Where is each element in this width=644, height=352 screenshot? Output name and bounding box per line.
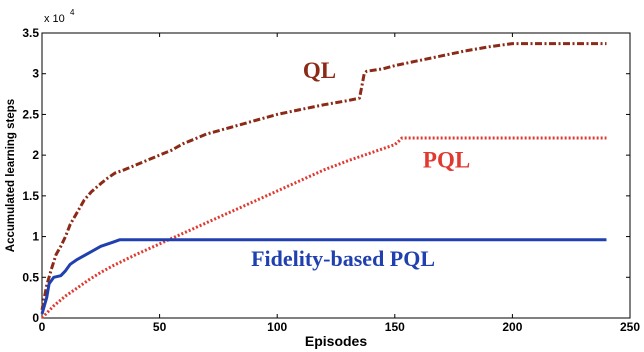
series-ql: QL: [40, 42, 607, 311]
labels-layer: x 10 4 Episodes Accumulated learning steps: [5, 8, 367, 349]
x-tick-label: 50: [153, 320, 167, 334]
series-line: [40, 136, 607, 320]
y-tick-label: 3.5: [22, 26, 39, 40]
ticks-layer: 0 50 100 150 200 250 0 0.5 1 1.5 2 2.5 3 3.5: [22, 26, 640, 334]
y-axis-multiplier-exponent: 4: [70, 8, 75, 17]
y-tick-label: 3: [32, 67, 39, 81]
series-fidelity-based-pql: Fidelity-based PQL: [40, 238, 607, 315]
x-axis-label: Episodes: [305, 333, 367, 349]
plot-area-box: [41, 32, 631, 319]
y-tick-label: 0.5: [22, 270, 39, 284]
series-line: [40, 42, 607, 311]
series-label: PQL: [423, 147, 470, 172]
y-tick-label: 0: [32, 311, 39, 325]
y-tick-label: 2: [32, 148, 39, 162]
series-layer: QL PQL Fidelity-based PQL: [40, 42, 607, 320]
y-tick-label: 1.5: [22, 189, 39, 203]
series-label: QL: [303, 58, 336, 83]
x-tick-label: 0: [39, 320, 46, 334]
x-tick-label: 250: [620, 320, 640, 334]
y-tick-label: 1: [32, 230, 39, 244]
series-label: Fidelity-based PQL: [251, 246, 435, 271]
y-axis-multiplier: x 10: [44, 13, 65, 25]
x-tick-label: 100: [267, 320, 287, 334]
y-axis-label: Accumulated learning steps: [5, 99, 17, 252]
series-pql: PQL: [40, 136, 607, 320]
plot-frame: [41, 32, 631, 319]
x-tick-label: 200: [502, 320, 522, 334]
series-line: [40, 238, 607, 315]
x-tick-label: 150: [385, 320, 405, 334]
y-tick-label: 2.5: [22, 107, 39, 121]
